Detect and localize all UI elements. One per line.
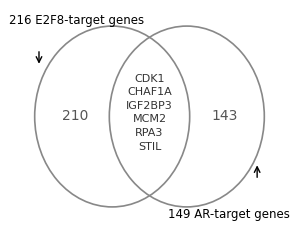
- Text: CDK1
CHAF1A
IGF2BP3
MCM2
RPA3
STIL: CDK1 CHAF1A IGF2BP3 MCM2 RPA3 STIL: [126, 74, 173, 152]
- Text: 149 AR-target genes: 149 AR-target genes: [168, 208, 290, 221]
- Text: 143: 143: [211, 110, 237, 123]
- Text: 210: 210: [62, 110, 88, 123]
- Text: 216 E2F8-target genes: 216 E2F8-target genes: [9, 14, 144, 27]
